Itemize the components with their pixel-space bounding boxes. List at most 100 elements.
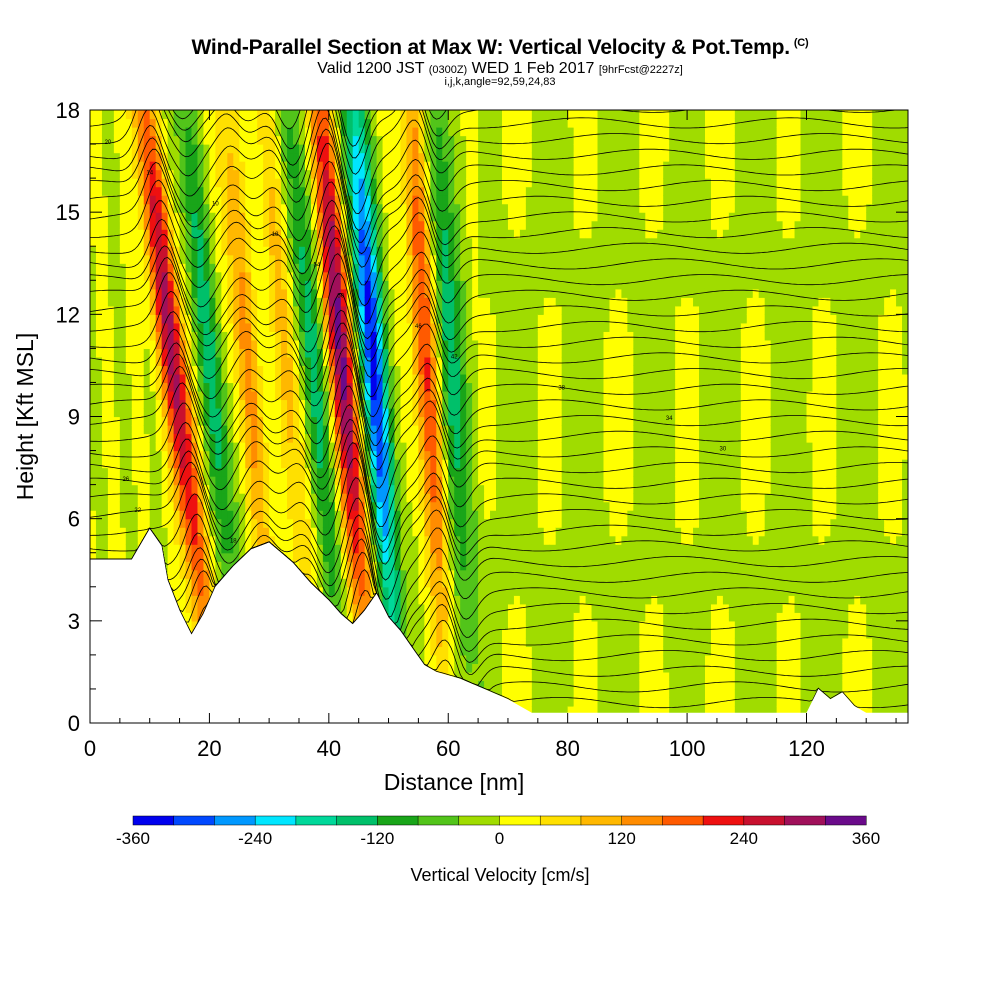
field-cell: [394, 467, 402, 477]
field-cell: [442, 314, 449, 324]
field-cell: [239, 407, 246, 418]
field-cell: [185, 467, 193, 477]
field-cell: [346, 246, 354, 256]
field-cell: [418, 203, 425, 213]
field-cell: [161, 467, 169, 477]
field-cell: [143, 288, 151, 298]
field-cell: [304, 280, 312, 290]
field-cell: [454, 578, 461, 588]
field-cell: [496, 510, 503, 520]
field-cell: [281, 127, 288, 137]
field-cell: [167, 501, 175, 511]
field-cell: [197, 220, 205, 230]
field-cell: [316, 322, 324, 332]
field-cell: [328, 297, 336, 307]
field-cell: [358, 246, 366, 256]
field-cell: [161, 407, 169, 418]
field-cell: [119, 161, 127, 171]
field-cell: [406, 169, 414, 179]
field-cell: [388, 280, 396, 290]
field-cell: [298, 561, 306, 571]
field-cell: [346, 118, 354, 128]
field-cell: [472, 212, 479, 222]
field-cell: [251, 484, 258, 494]
field-cell: [460, 322, 467, 332]
field-cell: [287, 314, 294, 324]
field-cell: [107, 331, 115, 341]
field-cell: [119, 450, 127, 460]
field-cell: [245, 152, 252, 162]
field-cell: [179, 314, 187, 324]
field-cell: [227, 161, 234, 171]
field-cell: [394, 399, 402, 409]
field-cell: [293, 331, 300, 341]
field-cell: [113, 493, 121, 503]
field-cell: [406, 578, 414, 588]
field-cell: [239, 433, 246, 443]
field-cell: [478, 263, 485, 273]
field-cell: [376, 484, 384, 494]
field-cell: [281, 518, 288, 528]
field-cell: [155, 433, 163, 443]
field-cell: [406, 348, 414, 358]
field-cell: [430, 280, 437, 290]
field-cell: [442, 544, 449, 554]
field-cell: [358, 365, 366, 375]
field-cell: [406, 535, 414, 545]
field-cell: [472, 110, 479, 120]
field-cell: [131, 476, 139, 486]
field-cell: [131, 399, 139, 409]
field-cell: [203, 356, 211, 367]
field-cell: [239, 442, 246, 452]
field-cell: [436, 229, 443, 239]
field-cell: [245, 544, 252, 554]
field-cell: [131, 331, 139, 341]
field-cell: [119, 552, 127, 562]
field-cell: [239, 459, 246, 469]
field-cell: [466, 220, 473, 230]
field-cell: [185, 518, 193, 528]
field-cell: [149, 271, 157, 281]
field-cell: [239, 450, 246, 460]
field-cell: [454, 416, 461, 426]
field-cell: [501, 671, 509, 682]
field-cell: [310, 552, 318, 562]
field-cell: [251, 212, 258, 222]
field-cell: [173, 237, 181, 247]
field-cell: [257, 161, 264, 171]
field-cell: [424, 654, 431, 664]
field-cell: [95, 186, 103, 196]
field-cell: [478, 305, 485, 315]
field-cell: [215, 254, 222, 264]
field-cell: [490, 518, 497, 528]
field-cell: [179, 331, 187, 341]
field-cell: [197, 365, 205, 375]
field-cell: [221, 527, 228, 537]
field-cell: [424, 595, 431, 605]
field-cell: [179, 152, 187, 162]
field-cell: [185, 459, 193, 469]
field-cell: [388, 501, 396, 511]
field-cell: [346, 450, 354, 460]
field-cell: [430, 373, 437, 384]
field-cell: [131, 433, 139, 443]
field-cell: [376, 237, 384, 247]
field-cell: [346, 322, 354, 332]
field-cell: [179, 459, 187, 469]
field-cell: [233, 484, 240, 494]
field-cell: [191, 186, 199, 196]
field-cell: [304, 348, 312, 358]
field-cell: [221, 390, 228, 401]
field-cell: [472, 399, 479, 409]
field-cell: [370, 569, 378, 579]
field-cell: [275, 476, 282, 486]
field-cell: [394, 348, 402, 358]
field-cell: [149, 220, 157, 230]
field-cell: [137, 518, 145, 528]
field-cell: [382, 586, 390, 596]
field-cell: [322, 586, 330, 596]
field-cell: [484, 237, 491, 247]
field-cell: [370, 425, 378, 435]
field-cell: [424, 433, 431, 443]
field-cell: [287, 442, 294, 452]
